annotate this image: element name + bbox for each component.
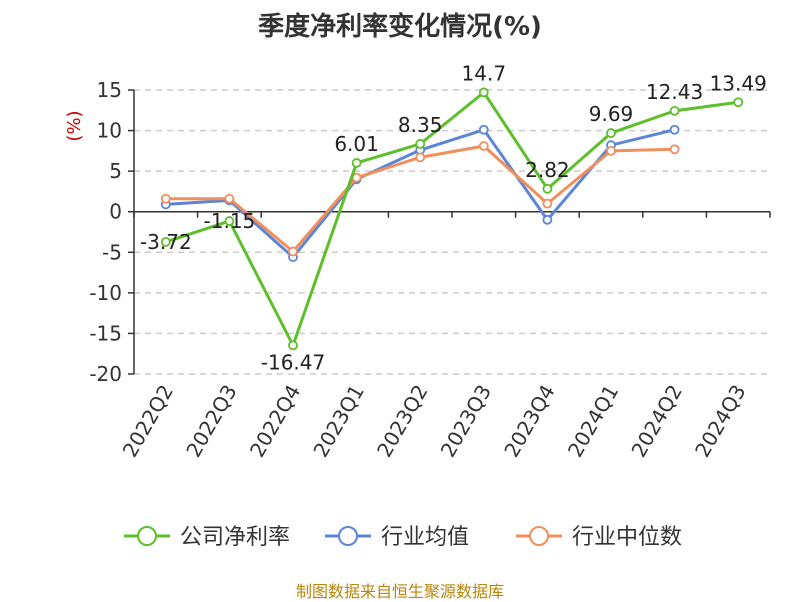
data-point[interactable] <box>288 246 298 257</box>
chart-title: 季度净利率变化情况(%) <box>258 12 542 42</box>
legend-marker <box>137 526 157 546</box>
x-tick-label: 2022Q2 <box>118 381 178 462</box>
y-tick-label: 0 <box>109 200 122 224</box>
legend-marker <box>338 526 358 546</box>
data-label: 9.69 <box>589 102 634 126</box>
y-tick-label: 5 <box>109 159 122 183</box>
data-label: 2.82 <box>525 158 570 182</box>
data-point[interactable] <box>606 145 616 156</box>
y-tick-label: -20 <box>89 362 122 386</box>
legend-item[interactable]: 公司净利率 <box>124 525 290 550</box>
data-point[interactable] <box>478 87 489 98</box>
legend-item[interactable]: 行业中位数 <box>516 525 682 550</box>
data-label: 14.7 <box>462 61 507 85</box>
y-tick-label: 10 <box>97 119 122 143</box>
source-note: 制图数据来自恒生聚源数据库 <box>295 582 504 601</box>
data-point[interactable] <box>669 105 680 116</box>
grid-lines <box>134 89 770 375</box>
data-point[interactable] <box>669 124 680 135</box>
data-point[interactable] <box>542 183 553 194</box>
data-point[interactable] <box>415 152 426 163</box>
legend-item[interactable]: 行业均值 <box>325 525 469 550</box>
data-label: 12.43 <box>646 80 703 104</box>
data-label: -1.15 <box>204 209 256 233</box>
legend-label: 行业中位数 <box>572 525 682 550</box>
data-point[interactable] <box>160 193 171 204</box>
data-point[interactable] <box>606 128 616 138</box>
data-point[interactable] <box>733 97 744 108</box>
y-tick-label: 15 <box>97 78 122 102</box>
data-point[interactable] <box>351 158 362 168</box>
data-labels: -3.72 -1.15 -16.47 6.01 8.35 14.7 2.82 9.69 12.4… <box>140 61 767 374</box>
data-label: 8.35 <box>398 113 443 137</box>
x-tick-label: 2023Q4 <box>499 381 559 462</box>
data-point[interactable] <box>669 144 680 155</box>
data-label: -16.47 <box>261 350 325 374</box>
data-point[interactable] <box>542 214 553 225</box>
series-line <box>165 90 739 347</box>
series-lines <box>160 87 744 351</box>
x-tick-label: 2024Q1 <box>563 381 623 462</box>
data-label: -3.72 <box>140 230 192 254</box>
data-label: 13.49 <box>710 71 767 95</box>
data-point[interactable] <box>478 141 489 151</box>
data-point[interactable] <box>542 198 553 209</box>
x-tick-label: 2023Q3 <box>436 381 496 462</box>
y-tick-label: -15 <box>89 321 122 345</box>
x-tick-label: 2023Q2 <box>372 381 432 462</box>
legend-label: 行业均值 <box>381 525 469 550</box>
data-point[interactable] <box>224 216 235 226</box>
y-tick-label: -10 <box>89 281 122 305</box>
data-point[interactable] <box>160 236 171 247</box>
data-label: 6.01 <box>334 132 379 156</box>
data-point[interactable] <box>478 124 489 135</box>
x-tick-label: 2024Q3 <box>690 381 750 462</box>
y-axis-unit: (%) <box>64 110 85 141</box>
legend-label: 公司净利率 <box>180 525 290 550</box>
x-tick-label: 2022Q3 <box>181 381 241 462</box>
data-point[interactable] <box>415 139 426 149</box>
x-tick-label: 2022Q4 <box>245 381 305 462</box>
data-point[interactable] <box>288 340 298 351</box>
legend[interactable]: 公司净利率 行业均值 行业中位数 <box>124 525 682 550</box>
legend-marker <box>529 526 549 546</box>
data-point[interactable] <box>224 193 235 204</box>
x-tick-label: 2024Q2 <box>626 381 686 462</box>
x-tick-label: 2023Q1 <box>308 381 368 462</box>
y-tick-label: -5 <box>102 240 122 264</box>
